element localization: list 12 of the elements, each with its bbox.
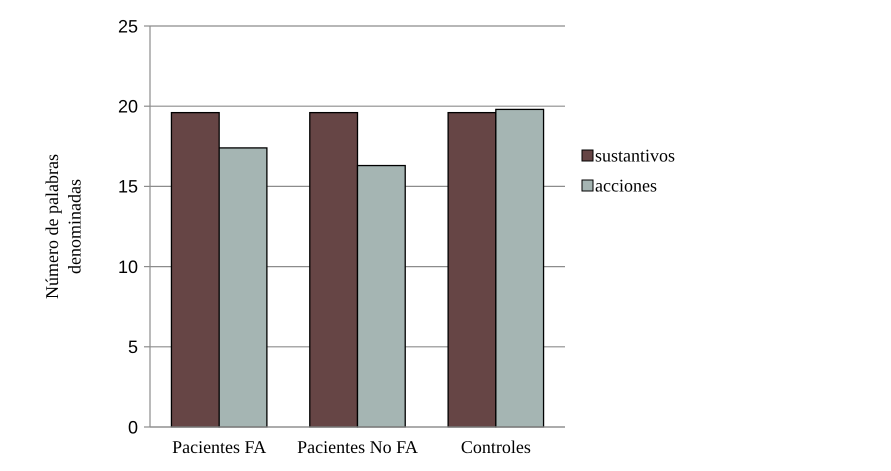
y-axis-title: Número de palabras denominadas bbox=[42, 154, 84, 299]
x-tick-label: Pacientes No FA bbox=[297, 437, 418, 457]
y-tick-label: 15 bbox=[118, 176, 138, 197]
x-tick-label: Controles bbox=[460, 437, 531, 457]
x-tick-label: Pacientes FA bbox=[172, 437, 266, 457]
y-tick-label: 0 bbox=[128, 417, 138, 438]
y-tick-label: 25 bbox=[118, 16, 138, 36]
y-tick-label: 5 bbox=[128, 337, 138, 358]
legend-label: sustantivos bbox=[595, 145, 676, 166]
legend-label: acciones bbox=[595, 175, 657, 196]
y-tick-label: 10 bbox=[118, 256, 138, 277]
y-tick-label: 20 bbox=[118, 96, 138, 116]
